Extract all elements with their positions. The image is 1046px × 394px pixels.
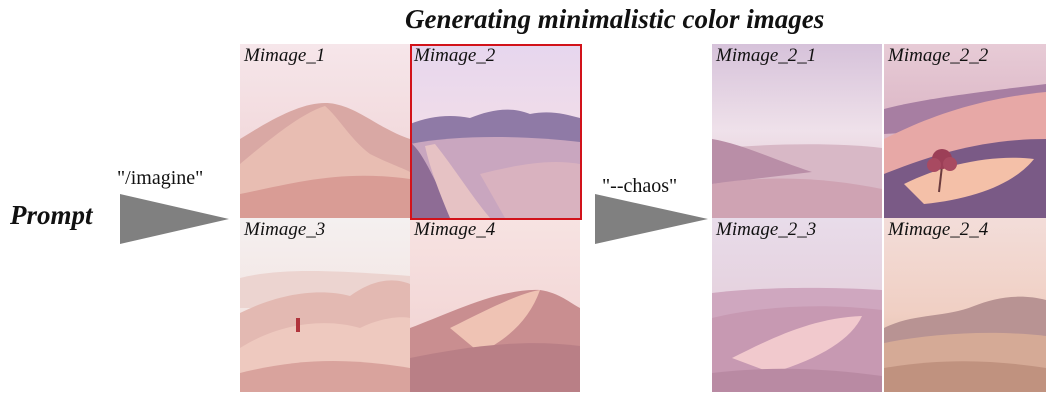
desert-dunes-image	[884, 218, 1046, 392]
tile-label: Mimage_3	[244, 219, 325, 241]
prompt-label: Prompt	[10, 200, 93, 231]
desert-dunes-image	[240, 44, 410, 218]
desert-dunes-image	[410, 44, 580, 218]
variation-tile-2[interactable]: Mimage_2_2	[884, 44, 1046, 218]
imagine-arrow-icon	[117, 192, 231, 246]
tile-label: Mimage_1	[244, 45, 325, 67]
desert-dunes-image	[712, 218, 882, 392]
tile-label: Mimage_2	[414, 45, 495, 67]
desert-dunes-image	[712, 44, 882, 218]
image-tile-1[interactable]: Mimage_1	[240, 44, 410, 218]
tile-label: Mimage_4	[414, 219, 495, 241]
imagine-command-label: "/imagine"	[117, 167, 203, 190]
image-tile-4[interactable]: Mimage_4	[410, 218, 580, 392]
variation-tile-3[interactable]: Mimage_2_3	[712, 218, 882, 392]
desert-dunes-image	[884, 44, 1046, 218]
tile-label: Mimage_2_4	[888, 219, 988, 241]
tile-label: Mimage_2_1	[716, 45, 816, 67]
variation-tile-4[interactable]: Mimage_2_4	[884, 218, 1046, 392]
desert-dunes-image	[240, 218, 410, 392]
tile-label: Mimage_2_3	[716, 219, 816, 241]
variation-tile-1[interactable]: Mimage_2_1	[712, 44, 882, 218]
diagram-title: Generating minimalistic color images	[405, 4, 824, 35]
tile-label: Mimage_2_2	[888, 45, 988, 67]
desert-dunes-image	[410, 218, 580, 392]
image-tile-2[interactable]: Mimage_2	[410, 44, 580, 218]
image-tile-3[interactable]: Mimage_3	[240, 218, 410, 392]
chaos-arrow-icon	[592, 192, 710, 246]
